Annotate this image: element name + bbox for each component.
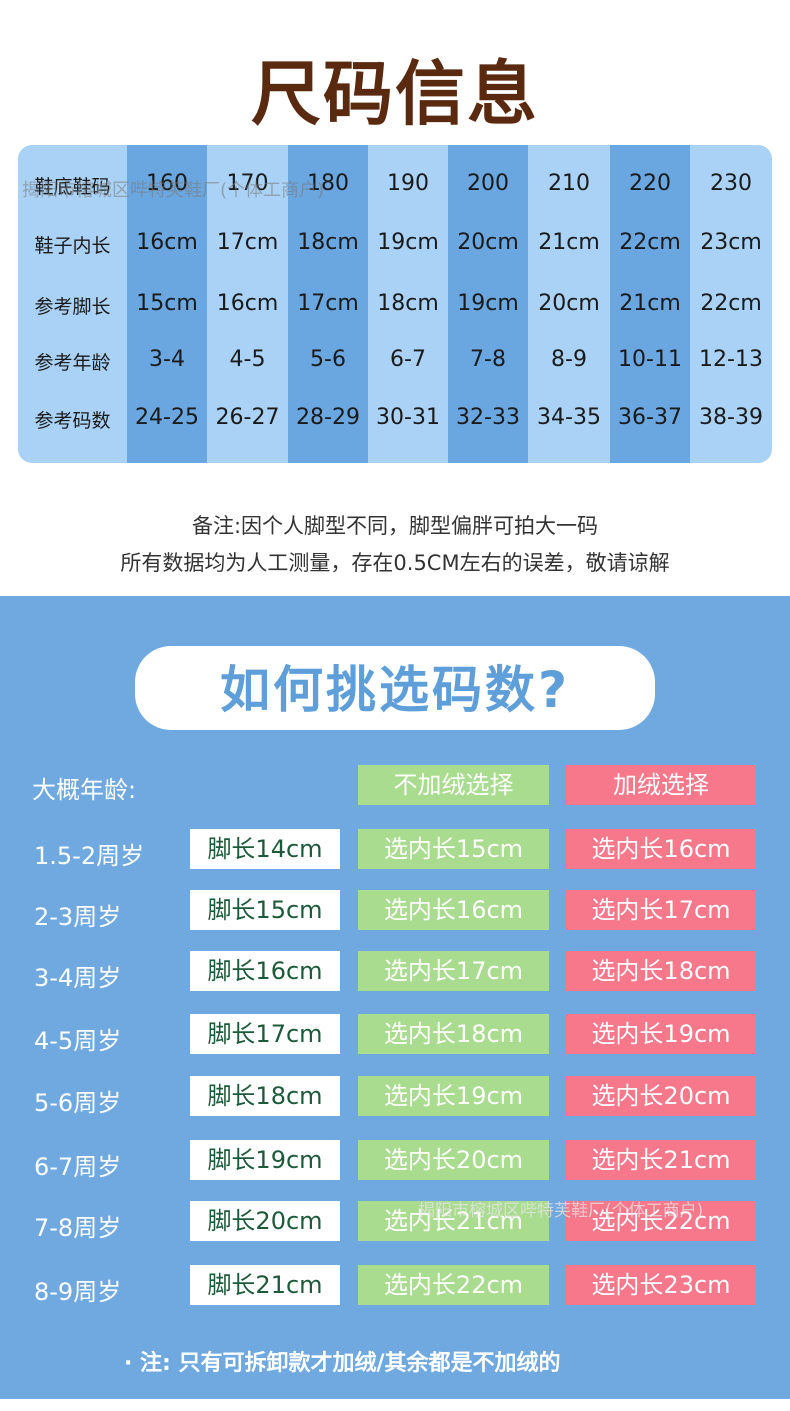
note-line: 备注:因个人脚型不同，脚型偏胖可拍大一码 — [191, 514, 599, 538]
fleece-size: 选内长16cm — [566, 829, 756, 869]
table-cell: 36-37 — [618, 405, 682, 430]
no-fleece-size: 选内长21cm — [358, 1201, 549, 1241]
table-cell: 22cm — [700, 291, 762, 316]
size-table: 鞋底鞋码 鞋子内长 参考脚长 参考年龄 参考码数 160 16cm 15cm 3… — [18, 145, 772, 463]
table-cell: 32-33 — [456, 405, 520, 430]
no-fleece-size: 选内长20cm — [358, 1140, 549, 1180]
table-cell: 3-4 — [149, 347, 185, 372]
guide-title: 如何挑选码数? — [219, 661, 570, 719]
age-header: 大概年龄: — [32, 776, 137, 804]
table-cell: 16cm — [216, 291, 279, 316]
table-cell: 170 — [226, 171, 269, 196]
watermark: 揭阳市榕城区哔特芙鞋厂(个体工商户) — [22, 180, 325, 201]
table-cell: 230 — [710, 171, 752, 196]
table-cell: 28-29 — [296, 405, 360, 430]
age-label: 5-6周岁 — [34, 1089, 122, 1117]
age-label: 3-4周岁 — [34, 964, 122, 992]
foot-length: 脚长17cm — [190, 1014, 340, 1054]
footnote: · 注: 只有可拆卸款才加绒/其余都是不加绒的 — [124, 1351, 561, 1376]
table-cell: 17cm — [216, 230, 279, 255]
table-cell: 5-6 — [310, 347, 346, 372]
age-label: 8-9周岁 — [34, 1278, 122, 1306]
table-cell: 190 — [387, 171, 429, 196]
fleece-size: 选内长20cm — [566, 1076, 756, 1116]
column-bg — [127, 145, 207, 463]
foot-length: 脚长16cm — [190, 951, 340, 991]
table-cell: 18cm — [297, 230, 359, 255]
note-line: 所有数据均为人工测量，存在0.5CM左右的误差，敬请谅解 — [120, 551, 670, 575]
table-cell: 21cm — [619, 291, 681, 316]
row-label: 参考码数 — [34, 410, 111, 432]
table-cell: 18cm — [377, 291, 439, 316]
table-cell: 38-39 — [699, 405, 763, 430]
table-cell: 26-27 — [215, 405, 280, 430]
table-cell: 20cm — [457, 230, 519, 255]
foot-length: 脚长20cm — [190, 1201, 340, 1241]
row-label: 鞋底鞋码 — [34, 176, 111, 198]
age-label: 7-8周岁 — [34, 1214, 122, 1242]
table-cell: 19cm — [457, 291, 519, 316]
age-label: 2-3周岁 — [34, 903, 122, 931]
no-fleece-size: 选内长15cm — [358, 829, 549, 869]
age-label: 4-5周岁 — [34, 1027, 122, 1055]
table-cell: 4-5 — [229, 347, 266, 372]
table-cell: 15cm — [136, 291, 198, 316]
table-cell: 23cm — [700, 230, 762, 255]
table-cell: 6-7 — [390, 347, 426, 372]
fleece-size: 选内长23cm — [566, 1265, 756, 1305]
row-label: 鞋子内长 — [34, 235, 111, 257]
no-fleece-size: 选内长22cm — [358, 1265, 549, 1305]
foot-length: 脚长19cm — [190, 1140, 340, 1180]
no-fleece-header: 不加绒选择 — [358, 765, 549, 805]
fleece-header: 加绒选择 — [566, 765, 756, 805]
foot-length: 脚长14cm — [190, 829, 340, 869]
fleece-size: 选内长22cm — [566, 1201, 756, 1241]
page-title: 尺码信息 — [251, 53, 539, 135]
size-info-section: 尺码信息 鞋底鞋码 鞋子内长 参考脚长 参考年龄 参考码数 160 16cm 1… — [0, 0, 790, 596]
table-cell: 160 — [146, 171, 188, 196]
table-cell: 10-11 — [618, 347, 682, 372]
table-cell: 220 — [629, 171, 671, 196]
no-fleece-size: 选内长17cm — [358, 951, 549, 991]
fleece-size: 选内长19cm — [566, 1014, 756, 1054]
table-cell: 210 — [548, 171, 590, 196]
table-cell: 17cm — [297, 291, 359, 316]
table-cell: 19cm — [377, 230, 439, 255]
table-cell: 12-13 — [699, 347, 763, 372]
fleece-size: 选内长17cm — [566, 890, 756, 930]
table-cell: 200 — [467, 171, 509, 196]
watermark: 揭阳市榕城区哔特芙鞋厂(个体工商户) — [418, 1201, 704, 1221]
row-label: 参考年龄 — [34, 352, 111, 374]
table-cell: 180 — [307, 171, 349, 196]
age-label: 1.5-2周岁 — [34, 842, 145, 870]
no-fleece-size: 选内长16cm — [358, 890, 549, 930]
table-cell: 30-31 — [376, 405, 440, 430]
column-bg — [288, 145, 368, 463]
table-cell: 8-9 — [551, 347, 587, 372]
table-cell: 16cm — [136, 230, 198, 255]
no-fleece-size: 选内长19cm — [358, 1076, 549, 1116]
table-cell: 20cm — [538, 291, 600, 316]
table-cell: 22cm — [619, 230, 681, 255]
table-cell: 24-25 — [135, 405, 199, 430]
fleece-size: 选内长18cm — [566, 951, 756, 991]
guide-banner — [135, 646, 655, 730]
table-cell: 34-35 — [537, 405, 601, 430]
column-bg — [610, 145, 690, 463]
column-bg — [448, 145, 528, 463]
foot-length: 脚长18cm — [190, 1076, 340, 1116]
fleece-size: 选内长21cm — [566, 1140, 756, 1180]
table-cell: 21cm — [538, 230, 600, 255]
no-fleece-size: 选内长18cm — [358, 1014, 549, 1054]
foot-length: 脚长15cm — [190, 890, 340, 930]
row-label: 参考脚长 — [34, 296, 111, 318]
table-cell: 7-8 — [470, 347, 506, 372]
age-label: 6-7周岁 — [34, 1153, 122, 1181]
foot-length: 脚长21cm — [190, 1265, 340, 1305]
